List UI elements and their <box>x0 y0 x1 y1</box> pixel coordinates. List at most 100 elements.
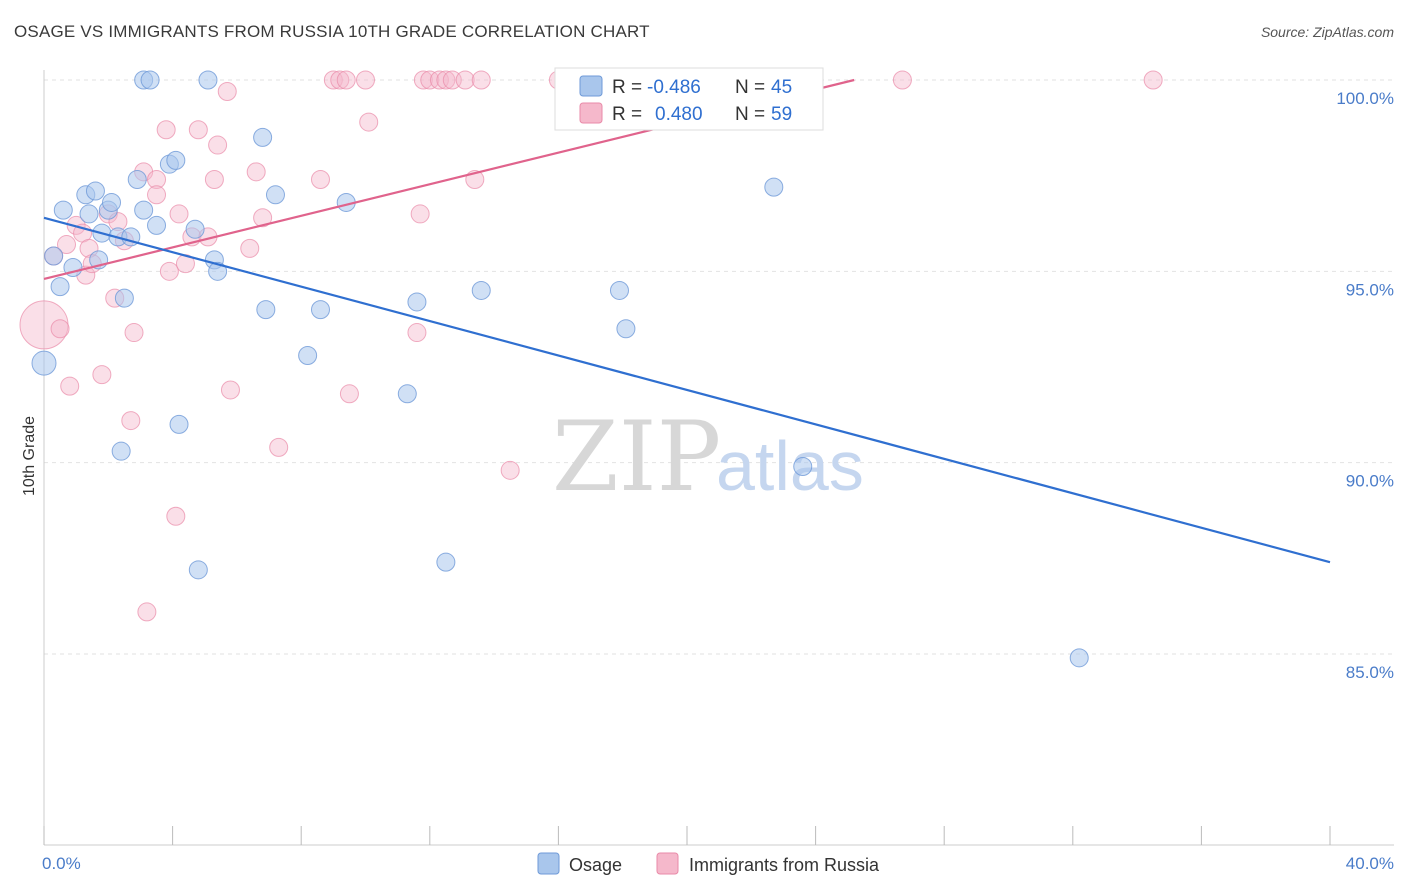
stats-legend: R = -0.486 N = 45 R = 0.480 N = 59 <box>554 67 824 131</box>
bottom-legend-swatch-immigrants <box>656 852 679 875</box>
point-immigrants <box>217 81 237 101</box>
point-immigrants <box>246 162 266 182</box>
point-osage <box>44 246 64 266</box>
point-immigrants <box>220 380 240 400</box>
y-tick-label: 85.0% <box>1346 663 1394 682</box>
y-tick-labels: 85.0% 90.0% 95.0% 100.0% <box>1336 89 1394 682</box>
point-immigrants <box>407 323 427 343</box>
point-immigrants <box>92 365 112 385</box>
y-tick-label: 100.0% <box>1336 89 1394 108</box>
point-osage <box>185 219 205 239</box>
point-immigrants <box>57 235 77 255</box>
chart-title: OSAGE VS IMMIGRANTS FROM RUSSIA 10TH GRA… <box>14 22 650 41</box>
point-immigrants <box>455 70 475 90</box>
point-osage <box>436 552 456 572</box>
point-immigrants <box>892 70 912 90</box>
point-immigrants <box>147 185 167 205</box>
legend-r-value-osage: -0.486 <box>647 77 701 98</box>
legend-swatch-immigrants <box>579 102 603 124</box>
legend-r-value-immigrants: 0.480 <box>655 104 703 125</box>
point-osage <box>53 200 73 220</box>
point-osage <box>471 280 491 300</box>
point-immigrants <box>169 204 189 224</box>
point-immigrants <box>240 238 260 258</box>
point-osage <box>793 456 813 476</box>
legend-n-value-osage: 45 <box>771 77 792 98</box>
point-immigrants <box>121 411 141 431</box>
x-tick-label: 0.0% <box>42 854 81 873</box>
point-osage <box>111 441 131 461</box>
point-osage <box>1069 648 1089 668</box>
point-immigrants <box>356 70 375 90</box>
legend-r-label-1: R = <box>612 77 642 98</box>
x-tick-label: 40.0% <box>1346 854 1394 873</box>
point-osage <box>79 204 99 224</box>
bottom-legend-swatch-osage <box>537 852 560 875</box>
point-osage <box>298 346 318 366</box>
point-immigrants <box>336 70 356 90</box>
bottom-legend: Osage Immigrants from Russia <box>537 852 880 875</box>
point-osage <box>31 350 57 376</box>
point-immigrants <box>188 120 208 140</box>
point-immigrants <box>500 460 520 480</box>
point-osage <box>609 280 629 300</box>
point-osage <box>198 70 218 90</box>
point-osage <box>102 192 122 212</box>
point-osage <box>310 300 330 320</box>
point-osage <box>397 384 417 404</box>
legend-n-value-immigrants: 59 <box>771 104 792 125</box>
point-immigrants <box>137 602 157 622</box>
point-immigrants <box>124 323 144 343</box>
point-osage <box>114 288 134 308</box>
point-osage <box>127 169 147 189</box>
point-osage <box>407 292 427 312</box>
point-osage <box>134 200 154 220</box>
point-immigrants <box>471 70 491 90</box>
point-osage <box>256 300 276 320</box>
legend-swatch-osage <box>579 75 603 97</box>
point-immigrants <box>269 437 289 457</box>
series-immigrants-points <box>19 70 1163 622</box>
source-label: Source: ZipAtlas.com <box>1260 24 1394 40</box>
point-immigrants <box>413 70 433 90</box>
legend-n-label-2: N = <box>735 104 765 125</box>
point-osage <box>616 319 636 339</box>
point-immigrants <box>420 70 440 90</box>
point-osage <box>147 215 167 235</box>
point-immigrants <box>253 208 273 228</box>
trend-line-osage <box>43 216 1331 564</box>
grid-lines <box>44 79 1394 655</box>
point-immigrants <box>330 70 350 90</box>
point-immigrants <box>310 169 330 189</box>
watermark-zip: ZIP <box>552 401 721 513</box>
point-immigrants <box>410 204 430 224</box>
point-immigrants <box>436 70 456 90</box>
point-immigrants <box>60 376 80 396</box>
point-immigrants <box>147 169 167 189</box>
x-tick-labels: 0.0% 40.0% <box>42 854 1394 873</box>
point-osage <box>253 127 273 147</box>
bottom-legend-immigrants: Immigrants from Russia <box>689 855 880 875</box>
point-immigrants <box>359 112 379 132</box>
point-osage <box>166 150 186 170</box>
point-immigrants <box>156 120 176 140</box>
point-immigrants <box>208 135 228 155</box>
point-immigrants <box>166 506 186 526</box>
point-osage <box>85 181 105 201</box>
point-immigrants <box>50 319 70 339</box>
y-tick-label: 95.0% <box>1346 280 1394 299</box>
point-osage <box>50 277 70 297</box>
point-osage <box>188 560 208 580</box>
point-immigrants <box>204 169 224 189</box>
series-osage-points <box>31 70 1089 668</box>
point-immigrants <box>1143 70 1163 90</box>
point-osage <box>764 177 784 197</box>
point-immigrants <box>159 261 179 281</box>
legend-n-label-1: N = <box>735 77 765 98</box>
point-osage <box>265 185 285 205</box>
point-osage <box>169 414 189 434</box>
watermark: ZIP atlas <box>552 401 864 513</box>
y-axis-label: 10th Grade <box>21 416 38 496</box>
point-immigrants <box>339 384 359 404</box>
